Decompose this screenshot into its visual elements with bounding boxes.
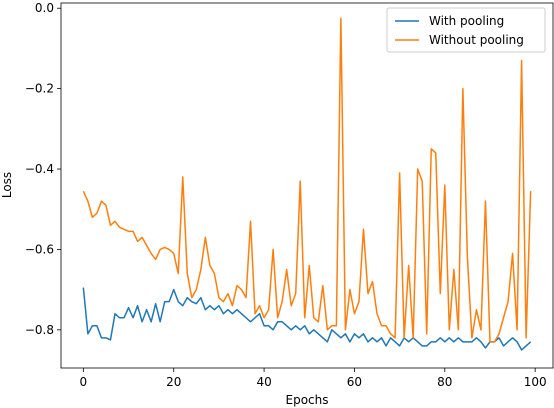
x-tick-label: 80	[437, 375, 452, 389]
line-series	[82, 17, 532, 343]
legend-label: Without pooling	[429, 33, 524, 47]
axes-frame	[60, 2, 554, 369]
y-tick-label: −0.6	[25, 242, 54, 256]
y-tick-label: −0.4	[25, 162, 54, 176]
y-axis-label: Loss	[0, 172, 14, 198]
legend: With pooling Without pooling	[386, 7, 546, 53]
x-axis-label: Epochs	[286, 393, 329, 407]
y-tick-label: 0.0	[35, 1, 54, 15]
legend-box	[386, 7, 546, 53]
line-series	[82, 287, 532, 351]
x-tick-label: 40	[256, 375, 271, 389]
y-tick-label: −0.2	[25, 82, 54, 96]
x-tick-label: 20	[166, 375, 181, 389]
legend-label: With pooling	[429, 14, 504, 28]
x-tick-label: 100	[524, 375, 547, 389]
x-tick-label: 60	[347, 375, 362, 389]
y-tick-label: −0.8	[25, 323, 54, 337]
x-tick-label: 0	[80, 375, 88, 389]
